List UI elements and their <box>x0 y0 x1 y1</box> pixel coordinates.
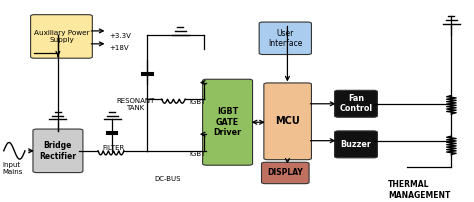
Text: RESONANT
TANK: RESONANT TANK <box>117 98 155 111</box>
Text: Auxiliary Power
Supply: Auxiliary Power Supply <box>34 30 89 43</box>
Text: +3.3V: +3.3V <box>109 34 131 39</box>
Text: IGBT: IGBT <box>189 151 205 157</box>
Text: +18V: +18V <box>109 45 128 52</box>
FancyBboxPatch shape <box>202 79 253 165</box>
Text: MCU: MCU <box>275 116 300 126</box>
FancyBboxPatch shape <box>259 22 311 55</box>
Text: IGBT
GATE
Driver: IGBT GATE Driver <box>213 107 242 137</box>
FancyBboxPatch shape <box>264 83 311 160</box>
Text: User
Interface: User Interface <box>268 29 302 48</box>
Text: DC-BUS: DC-BUS <box>155 176 181 182</box>
Text: IGBT: IGBT <box>189 99 205 105</box>
Text: Fan
Control: Fan Control <box>339 94 373 114</box>
Text: DISPLAY: DISPLAY <box>267 168 303 178</box>
FancyBboxPatch shape <box>31 15 92 58</box>
Text: THERMAL
MANAGEMENT: THERMAL MANAGEMENT <box>388 180 450 200</box>
FancyBboxPatch shape <box>33 129 83 173</box>
Text: Buzzer: Buzzer <box>340 140 372 149</box>
Text: Bridge
Rectifier: Bridge Rectifier <box>39 141 76 161</box>
Text: Input
Mains: Input Mains <box>3 162 23 175</box>
Text: FILTER: FILTER <box>103 145 125 151</box>
FancyBboxPatch shape <box>335 90 377 117</box>
FancyBboxPatch shape <box>335 131 377 158</box>
FancyBboxPatch shape <box>262 162 309 184</box>
